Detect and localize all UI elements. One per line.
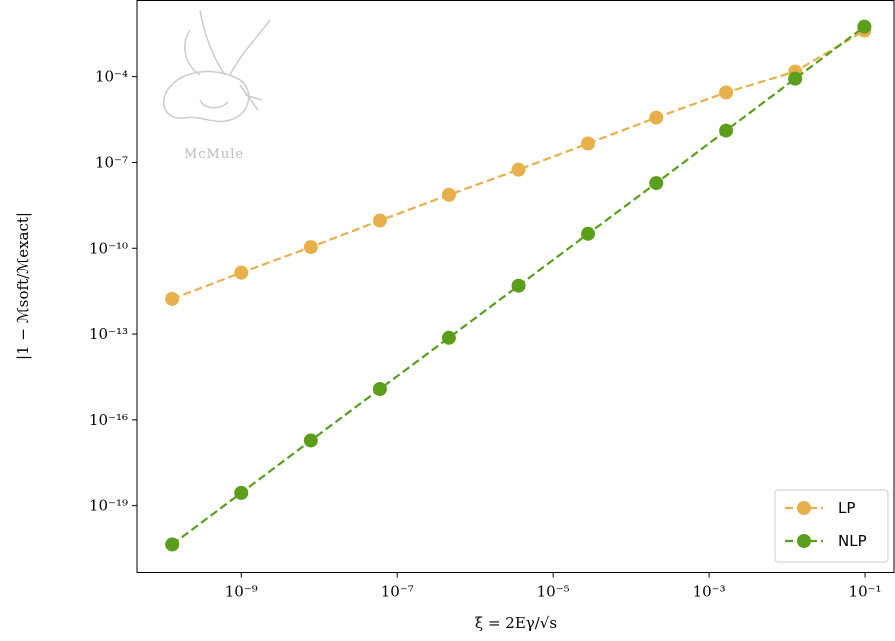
x-tick-label: 10⁻⁵: [537, 583, 570, 601]
data-point: [581, 226, 596, 241]
legend-marker: [797, 501, 811, 515]
plot-frame: [136, 0, 895, 573]
legend-marker: [797, 534, 811, 548]
series-line: [171, 29, 865, 300]
legend-label: LP: [838, 499, 855, 517]
x-tick-label: 10⁻⁹: [225, 583, 258, 601]
data-point: [234, 485, 249, 500]
data-point: [719, 123, 734, 138]
data-point: [581, 136, 596, 151]
data-point: [441, 330, 456, 345]
data-point: [857, 19, 872, 34]
data-point: [649, 176, 664, 191]
data-point: [511, 162, 526, 177]
y-tick-label: 10⁻¹⁹: [89, 497, 128, 515]
x-axis-label: ξ = 2Eγ/√s: [475, 614, 557, 632]
legend: [774, 489, 889, 563]
y-tick-label: 10⁻¹⁰: [89, 239, 128, 257]
legend-label: NLP: [838, 532, 867, 550]
data-point: [234, 265, 249, 280]
data-point: [303, 433, 318, 448]
y-tick-label: 10⁻¹⁶: [89, 411, 128, 429]
x-tick-label: 10⁻⁷: [381, 583, 414, 601]
data-point: [511, 278, 526, 293]
x-tick-label: 10⁻³: [693, 583, 726, 601]
x-tick-label: 10⁻¹: [849, 583, 882, 601]
y-axis-label: |1 − ℳsoft/ℳexact|: [14, 212, 32, 360]
data-point: [165, 291, 180, 306]
logo: [163, 9, 271, 123]
data-point: [788, 71, 803, 86]
data-point: [372, 213, 387, 228]
y-tick-label: 10⁻⁷: [95, 153, 128, 171]
data-point: [649, 110, 664, 125]
data-point: [441, 187, 456, 202]
data-point: [303, 240, 318, 255]
logo-text: McMule: [184, 147, 244, 162]
y-tick-label: 10⁻⁴: [95, 68, 128, 86]
legend-box: [774, 489, 889, 563]
data-point: [165, 537, 180, 552]
data-point: [719, 85, 734, 100]
data-point: [372, 381, 387, 396]
y-tick-label: 10⁻¹³: [89, 325, 128, 343]
